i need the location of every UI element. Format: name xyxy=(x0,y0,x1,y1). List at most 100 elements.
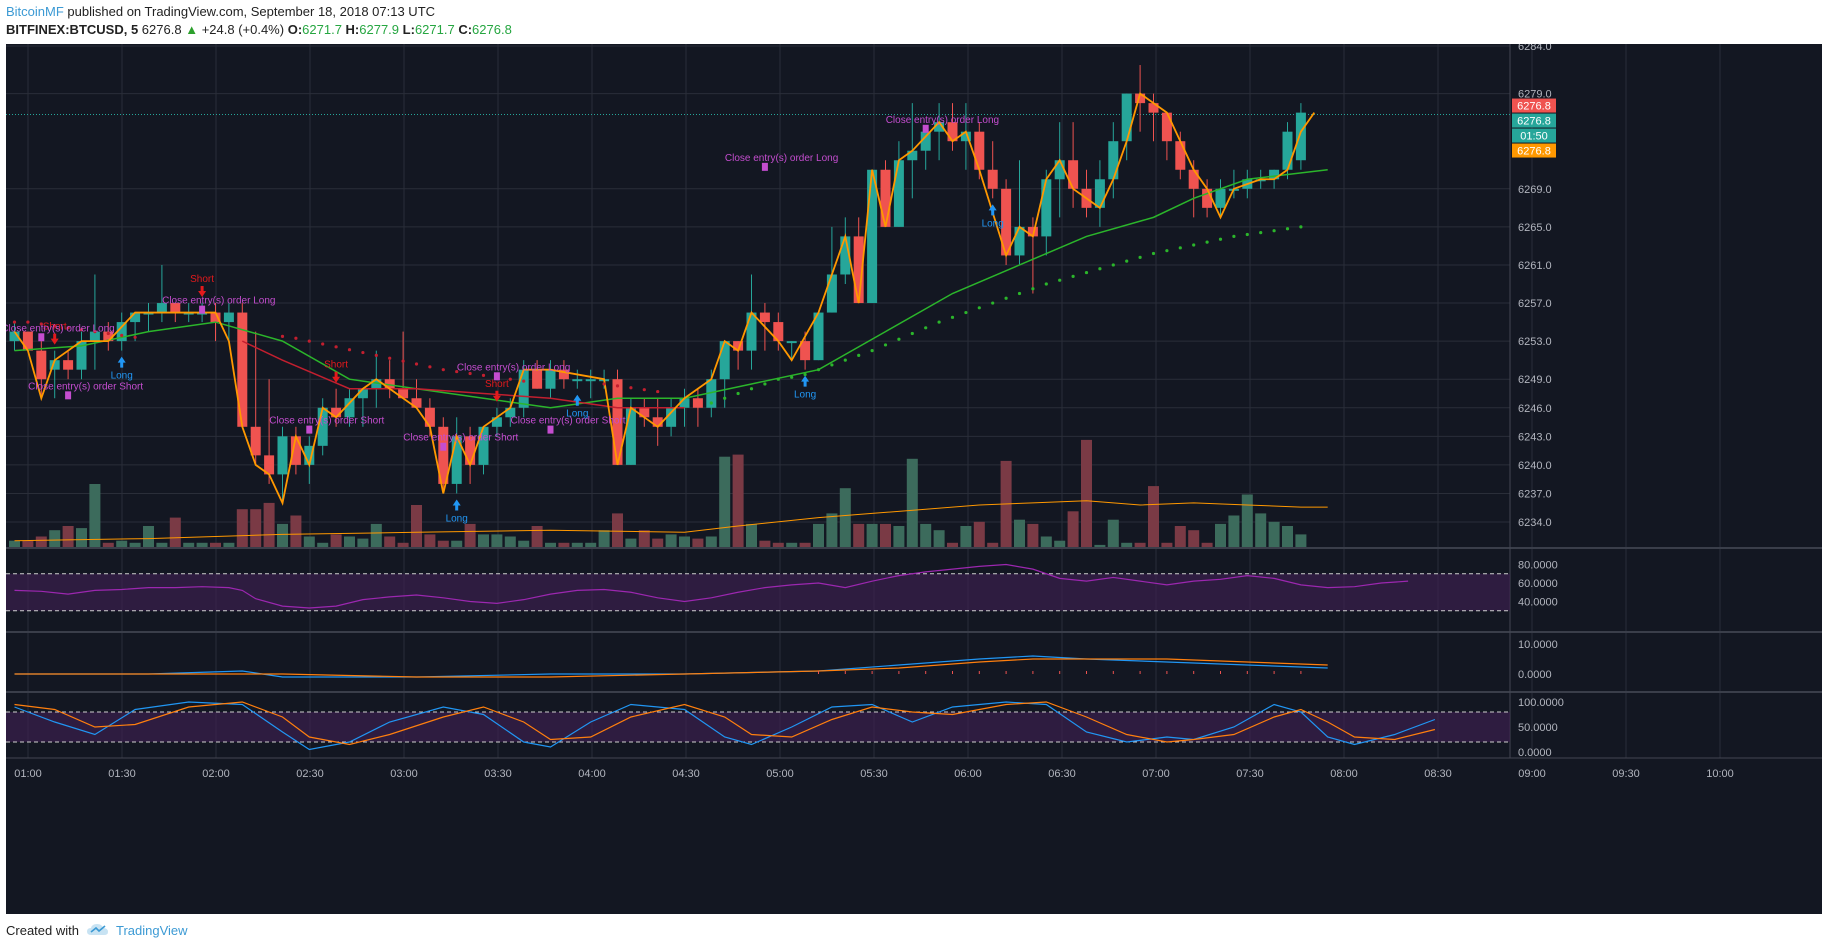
volume-bar xyxy=(330,534,342,547)
candle-body xyxy=(759,312,770,323)
long-arrow-icon xyxy=(452,499,461,511)
volume-bar xyxy=(612,513,623,547)
candle-body xyxy=(1255,179,1266,182)
close-label: Close entry(s) order Long xyxy=(457,362,570,373)
candle-body xyxy=(880,169,891,227)
stoch-tick: 50.0000 xyxy=(1518,722,1558,734)
volume-bar xyxy=(22,540,34,547)
price-tick: 6237.0 xyxy=(1518,488,1552,500)
candle-body xyxy=(840,236,851,275)
candle-body xyxy=(987,169,998,189)
candle-body xyxy=(746,312,757,351)
time-label: 01:30 xyxy=(108,768,136,780)
sar-dot xyxy=(79,328,84,332)
stoch-d-line xyxy=(14,701,1436,746)
candle-body xyxy=(1054,160,1065,180)
sar-dot xyxy=(950,315,955,319)
rsi-tick: 40.0000 xyxy=(1518,597,1558,609)
candle-body xyxy=(1001,188,1012,256)
footer: Created with TradingView xyxy=(0,914,1828,946)
volume-bar xyxy=(223,542,235,547)
candle-body xyxy=(451,436,462,484)
short-label: Short xyxy=(324,360,348,371)
sar-dot xyxy=(763,382,767,386)
candle-body xyxy=(947,122,958,142)
sar-dot xyxy=(749,387,754,391)
candle-body xyxy=(545,369,556,389)
price-tick: 6284.0 xyxy=(1518,44,1552,53)
candle-body xyxy=(1269,169,1280,180)
stoch-tick: 0.0000 xyxy=(1518,747,1552,759)
candle-body xyxy=(116,322,127,342)
candle-body xyxy=(36,350,47,380)
sar-dot xyxy=(1138,255,1142,259)
sar-dot xyxy=(1111,263,1115,267)
candle-body xyxy=(277,436,288,475)
volume-bar xyxy=(1215,523,1226,547)
close-marker-icon xyxy=(761,162,768,171)
volume-bar xyxy=(759,540,771,547)
sar-dot xyxy=(790,375,794,379)
price-tick: 6279.0 xyxy=(1518,89,1552,101)
candle-body xyxy=(290,436,301,465)
short-arrow-icon xyxy=(198,286,207,298)
close-marker-icon xyxy=(493,372,500,381)
sar-dot xyxy=(294,336,298,340)
candle-body xyxy=(652,417,663,427)
time-label: 02:30 xyxy=(296,768,324,780)
tradingview-brand[interactable]: TradingView xyxy=(116,923,188,938)
volume-bar xyxy=(1134,542,1146,547)
candle-body xyxy=(317,407,328,446)
volume-bar xyxy=(813,523,824,547)
sar-dot xyxy=(1151,251,1156,256)
candle-body xyxy=(491,417,502,427)
volume-bar xyxy=(357,538,369,547)
sar-dot xyxy=(830,363,834,367)
volume-bar xyxy=(156,542,168,547)
sar-dot xyxy=(388,356,392,360)
chart-area[interactable]: Short Long Close entry(s) order Long Close … xyxy=(1,41,1822,914)
close-marker-icon xyxy=(65,391,72,400)
volume-bar xyxy=(638,530,650,547)
time-label: 03:30 xyxy=(484,768,512,780)
candle-body xyxy=(1148,103,1159,113)
volume-bar xyxy=(1295,534,1307,547)
price-tick: 6269.0 xyxy=(1518,184,1552,196)
candle-body xyxy=(156,303,167,313)
close-label: Close entry(s) order Short xyxy=(269,416,384,427)
volume-bar xyxy=(1081,439,1092,547)
sar-dot xyxy=(1245,232,1249,237)
macd-tick: 10.0000 xyxy=(1518,639,1558,651)
volume-bar xyxy=(129,542,141,547)
stoch-tick: 100.0000 xyxy=(1518,697,1564,709)
sar-dot xyxy=(991,301,995,305)
price-axis-label: 01:50 xyxy=(1520,131,1548,143)
author-link[interactable]: BitcoinMF xyxy=(6,4,64,19)
candle-body xyxy=(89,331,100,342)
candle-body xyxy=(1175,141,1186,170)
candle-body xyxy=(9,331,20,342)
signals: Short Long Close entry(s) order Long Close … xyxy=(1,115,1004,525)
candle-body xyxy=(1282,131,1293,170)
short-label: Short xyxy=(485,379,509,390)
sar-dot xyxy=(642,388,646,392)
time-label: 05:30 xyxy=(860,768,888,780)
sar-dot xyxy=(1299,225,1303,229)
sar-dot xyxy=(857,353,861,357)
candle-body xyxy=(733,341,744,351)
volume-bar xyxy=(1121,542,1133,547)
volume-ma-line xyxy=(14,500,1328,542)
candle-body xyxy=(1215,188,1226,208)
volume-bar xyxy=(344,536,355,547)
price-axis-label: 6276.8 xyxy=(1517,101,1551,113)
volume-bar xyxy=(478,534,489,547)
volume-bar xyxy=(62,526,74,547)
sar-dot xyxy=(428,365,432,369)
candle-body xyxy=(800,341,811,361)
long-label: Long xyxy=(982,218,1004,229)
volume-bar xyxy=(746,523,757,547)
chart-svg[interactable]: Short Long Close entry(s) order Long Close … xyxy=(1,41,1822,914)
sar-dot xyxy=(910,331,914,336)
price-tick: 6246.0 xyxy=(1518,403,1552,415)
volume-bar xyxy=(384,536,396,547)
